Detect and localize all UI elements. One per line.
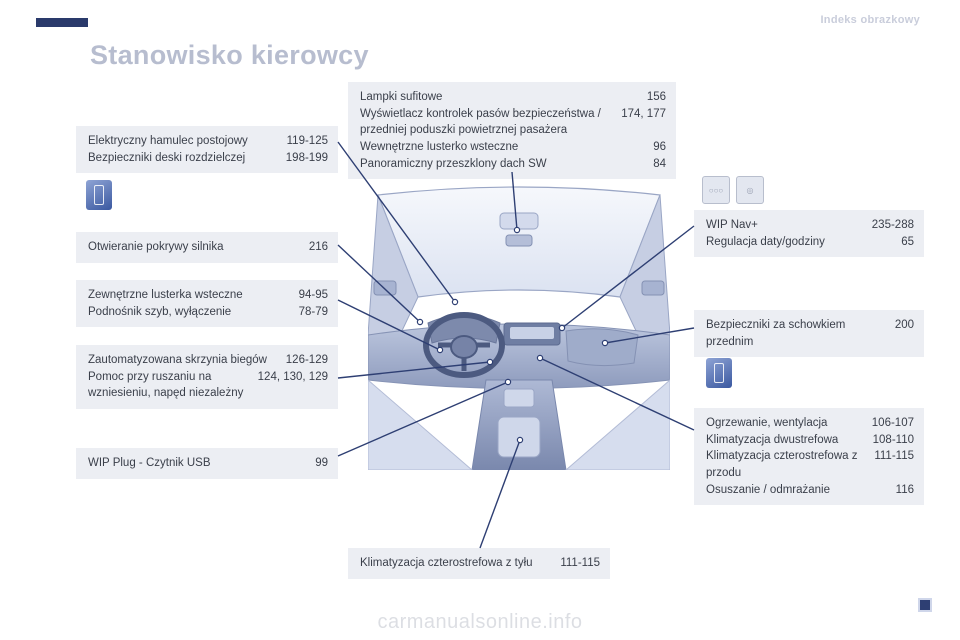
callout-climate: Ogrzewanie, wentylacja 106-107 Klimatyzac…	[694, 408, 924, 505]
callout-rear-climate: Klimatyzacja czterostrefowa z tyłu 111-11…	[348, 548, 610, 579]
callout-label: Regulacja daty/godziny	[706, 234, 889, 251]
callout-mirrors-windows: Zewnętrzne lusterka wsteczne 94-95 Podnoś…	[76, 280, 338, 327]
callout-usb: WIP Plug - Czytnik USB 99	[76, 448, 338, 479]
callout-label: Otwieranie pokrywy silnika	[88, 239, 297, 256]
page-ref: 111-115	[874, 448, 914, 481]
callout-label: Wyświetlacz kontrolek pasów bezpieczeńst…	[360, 106, 609, 139]
callout-label: Zautomatyzowana skrzynia biegów	[88, 352, 274, 369]
page-ref: 235-288	[872, 217, 914, 234]
radio-knob-icon: ◎	[736, 176, 764, 204]
callout-ceiling: Lampki sufitowe 156 Wyświetlacz kontrolek…	[348, 82, 676, 179]
page-ref: 119-125	[287, 133, 328, 150]
page-title: Stanowisko kierowcy	[90, 40, 369, 71]
fuse-icon	[86, 180, 112, 210]
page-ref: 65	[901, 234, 914, 251]
callout-label: Bezpieczniki deski rozdzielczej	[88, 150, 274, 167]
callout-label: Ogrzewanie, wentylacja	[706, 415, 860, 432]
radio-icon: ○○○ ◎	[702, 176, 764, 204]
page-ref: 99	[315, 455, 328, 472]
callout-label: Klimatyzacja czterostrefowa z tyłu	[360, 555, 548, 572]
callout-label: Pomoc przy ruszaniu na wzniesieniu, napę…	[88, 369, 246, 402]
callout-label: Klimatyzacja czterostrefowa z przodu	[706, 448, 862, 481]
radio-panel-icon: ○○○	[702, 176, 730, 204]
page-ref: 216	[309, 239, 328, 256]
dashboard-illustration	[368, 185, 670, 470]
page-ref: 126-129	[286, 352, 328, 369]
callout-wipnav: WIP Nav+ 235-288 Regulacja daty/godziny 65	[694, 210, 924, 257]
page-ref: 124, 130, 129	[258, 369, 328, 402]
callout-label: Bezpieczniki za schowkiem przednim	[706, 317, 883, 350]
page-ref: 106-107	[872, 415, 914, 432]
page-ref: 94-95	[299, 287, 328, 304]
callout-bonnet: Otwieranie pokrywy silnika 216	[76, 232, 338, 263]
callout-parking-brake-fuses: Elektryczny hamulec postojowy 119-125 Bez…	[76, 126, 338, 173]
page-ref: 111-115	[560, 555, 600, 572]
watermark: carmanualsonline.info	[0, 611, 960, 634]
page-corner-icon	[918, 598, 932, 612]
callout-label: Klimatyzacja dwustrefowa	[706, 432, 861, 449]
callout-label: Podnośnik szyb, wyłączenie	[88, 304, 287, 321]
page-ref: 84	[653, 156, 666, 173]
callout-label: Zewnętrzne lusterka wsteczne	[88, 287, 287, 304]
callout-label: Panoramiczny przeszklony dach SW	[360, 156, 641, 173]
callout-glovebox-fuses: Bezpieczniki za schowkiem przednim 200	[694, 310, 924, 357]
page-ref: 198-199	[286, 150, 328, 167]
callout-label: Lampki sufitowe	[360, 89, 635, 106]
fuse-icon	[706, 358, 732, 388]
page-ref: 174, 177	[621, 106, 666, 139]
page-ref: 78-79	[299, 304, 328, 321]
callout-label: Osuszanie / odmrażanie	[706, 482, 884, 499]
page-ref: 108-110	[873, 432, 914, 449]
section-header: Indeks obrazkowy	[820, 14, 920, 26]
page-ref: 96	[653, 139, 666, 156]
callout-label: WIP Nav+	[706, 217, 860, 234]
callout-label: Wewnętrzne lusterko wsteczne	[360, 139, 641, 156]
page-ref: 200	[895, 317, 914, 350]
callout-label: Elektryczny hamulec postojowy	[88, 133, 275, 150]
page-ref: 156	[647, 89, 666, 106]
callout-gearbox-hillassist: Zautomatyzowana skrzynia biegów 126-129 P…	[76, 345, 338, 409]
accent-bar	[36, 18, 88, 27]
callout-label: WIP Plug - Czytnik USB	[88, 455, 303, 472]
page-ref: 116	[896, 482, 914, 499]
